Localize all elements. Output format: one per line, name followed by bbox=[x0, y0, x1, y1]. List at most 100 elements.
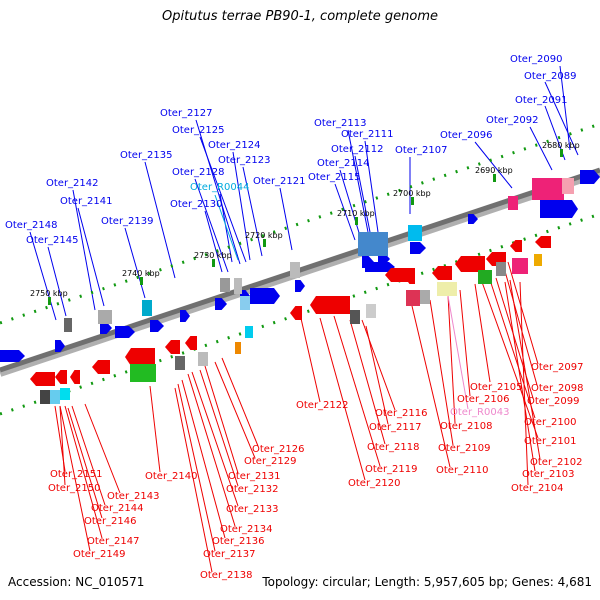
leader-line bbox=[47, 246, 67, 317]
kbp-tick-mark bbox=[493, 174, 496, 182]
gene-label-bottom: Oter_2134 bbox=[220, 524, 273, 535]
leader-line bbox=[333, 315, 381, 467]
forward-gene-arrow bbox=[215, 298, 227, 310]
forward-gene-arrow bbox=[55, 340, 65, 352]
gene-label-bottom: Oter_2119 bbox=[365, 464, 418, 475]
forward-gene-arrow bbox=[150, 320, 164, 332]
feature-block bbox=[234, 278, 242, 294]
kbp-tick-mark bbox=[263, 239, 266, 247]
leader-line bbox=[71, 405, 106, 506]
leader-line bbox=[519, 281, 529, 486]
gene-label-top: Oter_2114 bbox=[317, 158, 370, 169]
leader-line bbox=[59, 405, 66, 486]
leader-line bbox=[361, 319, 396, 411]
forward-gene-arrow bbox=[540, 200, 578, 218]
forward-dotted-guide bbox=[0, 122, 600, 325]
gene-label-top: Oter_2089 bbox=[524, 71, 577, 82]
leader-line bbox=[77, 207, 105, 307]
genome-summary: Topology: circular; Length: 5,957,605 bp… bbox=[262, 575, 592, 589]
kbp-tick-label: 2730 kbp bbox=[194, 251, 232, 260]
leader-line bbox=[191, 371, 239, 507]
rna-block bbox=[512, 258, 528, 274]
reverse-gene-arrow bbox=[405, 272, 415, 284]
reverse-gene-arrow bbox=[510, 240, 522, 252]
gene-label-top: Oter_2096 bbox=[440, 130, 493, 141]
top-gene-labels: Oter_2090 Oter_2089 Oter_2091 Oter_2092 Oter… bbox=[5, 54, 577, 246]
forward-gene-arrow bbox=[115, 326, 135, 338]
gene-features bbox=[0, 170, 600, 404]
reverse-gene-arrow bbox=[30, 372, 55, 386]
leader-line bbox=[411, 305, 451, 468]
leader-line bbox=[459, 289, 471, 397]
gene-label-bottom: Oter_2133 bbox=[226, 504, 279, 515]
kbp-tick-label: 2740 kbp bbox=[122, 269, 160, 278]
kbp-tick-label: 2750 kbp bbox=[30, 289, 68, 298]
gene-label-bottom: Oter_2100 bbox=[524, 417, 577, 428]
gene-label-top: Oter_2091 bbox=[515, 95, 568, 106]
gene-label-bottom: Oter_2097 bbox=[531, 362, 584, 373]
feature-block bbox=[534, 254, 542, 266]
feature-block bbox=[98, 310, 112, 324]
rna-block bbox=[142, 300, 152, 316]
gene-label-bottom: Oter_2106 bbox=[457, 394, 510, 405]
leader-line bbox=[347, 129, 369, 233]
forward-track bbox=[0, 122, 600, 325]
gene-label-top: Oter_2142 bbox=[46, 178, 99, 189]
forward-gene-arrow bbox=[410, 242, 426, 254]
leader-line bbox=[489, 279, 536, 419]
leader-line bbox=[502, 263, 538, 386]
gene-label-bottom: Oter_2110 bbox=[436, 465, 489, 476]
gene-label-bottom: Oter_2147 bbox=[87, 536, 140, 547]
gene-label-bottom: Oter_2138 bbox=[200, 570, 253, 581]
gene-label-bottom: Oter_2109 bbox=[438, 443, 491, 454]
forward-gene-arrow bbox=[580, 170, 600, 184]
kbp-tick-mark bbox=[411, 197, 414, 205]
gene-label-bottom: Oter_2105 bbox=[470, 382, 523, 393]
gene-label-top: Oter_2141 bbox=[60, 196, 113, 207]
gene-label-top: Oter_R0044 bbox=[190, 182, 249, 193]
gene-label-bottom: Oter_2137 bbox=[203, 549, 256, 560]
gene-label-bottom: Oter_2143 bbox=[107, 491, 160, 502]
gene-label-bottom: Oter_2098 bbox=[531, 383, 584, 394]
kbp-tick-mark bbox=[560, 149, 563, 157]
gene-label-top: Oter_2128 bbox=[172, 167, 225, 178]
feature-block bbox=[406, 290, 420, 306]
leader-line bbox=[481, 281, 539, 439]
rna-block bbox=[60, 388, 70, 400]
feature-block bbox=[64, 318, 72, 332]
leader-line bbox=[124, 227, 146, 299]
forward-gene-arrow bbox=[250, 288, 280, 304]
kbp-tick-label: 2690 kbp bbox=[475, 166, 513, 175]
gene-label-bottom: Oter_2108 bbox=[440, 421, 493, 432]
gene-label-bottom: Oter_2150 bbox=[48, 483, 101, 494]
leader-line bbox=[64, 405, 103, 539]
leader-line bbox=[544, 81, 579, 156]
gene-label-top: Oter_2121 bbox=[253, 176, 306, 187]
feature-block bbox=[240, 296, 250, 310]
rna-block bbox=[408, 225, 422, 241]
leader-line bbox=[29, 231, 57, 321]
rna-block bbox=[358, 232, 388, 256]
leader-line bbox=[181, 379, 226, 539]
leader-line bbox=[319, 317, 366, 481]
leader-line bbox=[279, 187, 293, 251]
rna-block bbox=[562, 178, 574, 194]
kbp-tick-label: 2720 kbp bbox=[245, 231, 283, 240]
gene-label-bottom: Oter_2104 bbox=[511, 483, 564, 494]
gene-label-top: Oter_2090 bbox=[510, 54, 563, 65]
feature-block bbox=[350, 310, 360, 324]
gene-label-top: Oter_2113 bbox=[314, 118, 367, 129]
leader-line bbox=[144, 161, 176, 279]
reverse-gene-arrow bbox=[92, 360, 110, 374]
gene-label-top: Oter_2123 bbox=[218, 155, 271, 166]
reverse-gene-arrow bbox=[432, 266, 452, 280]
gene-label-top: Oter_2139 bbox=[101, 216, 154, 227]
kbp-tick-label: 2700 kbp bbox=[393, 189, 431, 198]
gene-label-bottom: Oter_2140 bbox=[145, 471, 198, 482]
leader-line bbox=[59, 405, 91, 552]
gene-label-top: Oter_2135 bbox=[120, 150, 173, 161]
rna-block bbox=[245, 326, 253, 338]
gene-label-top: Oter_2107 bbox=[395, 145, 448, 156]
gene-label-bottom: Oter_2136 bbox=[212, 536, 265, 547]
